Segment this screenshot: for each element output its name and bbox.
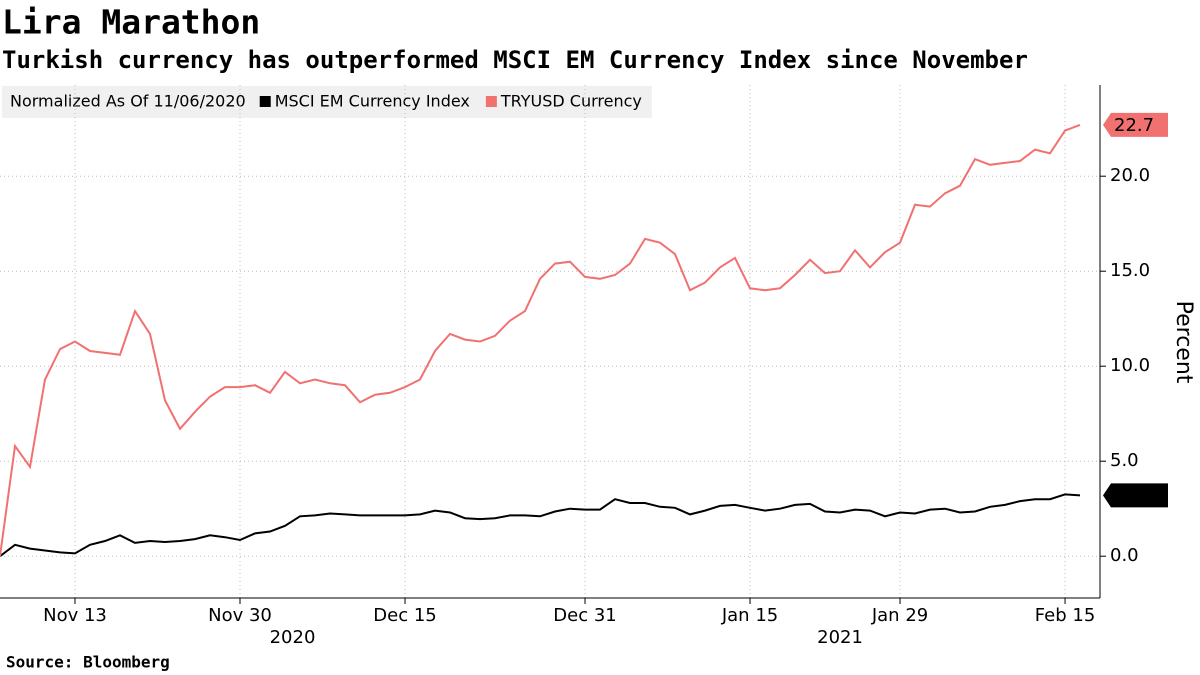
value-tag xyxy=(1103,483,1168,508)
y-tick-label: 5.0 xyxy=(1110,450,1139,471)
legend-title: Normalized As Of 11/06/2020 xyxy=(10,92,246,111)
y-tick-label: 10.0 xyxy=(1110,355,1150,376)
x-tick-label: Jan 15 xyxy=(721,605,778,626)
x-tick-label: Feb 15 xyxy=(1035,605,1096,626)
legend: Normalized As Of 11/06/2020 MSCI EM Curre… xyxy=(2,86,652,118)
x-tick-label: Dec 15 xyxy=(373,605,436,626)
x-tick-label: Dec 31 xyxy=(553,605,616,626)
chart-subtitle: Turkish currency has outperformed MSCI E… xyxy=(2,46,1028,74)
x-tick-label: Jan 29 xyxy=(871,605,928,626)
y-tick-label: 0.0 xyxy=(1110,545,1139,566)
legend-swatch xyxy=(485,96,497,107)
legend-swatch xyxy=(259,96,271,107)
year-label: 2021 xyxy=(817,627,863,648)
y-axis-label: Percent xyxy=(1171,301,1196,384)
y-tick-label: 15.0 xyxy=(1110,260,1150,281)
source: Source: Bloomberg xyxy=(6,653,170,672)
chart-title: Lira Marathon xyxy=(2,3,260,42)
value-label: 3.2 xyxy=(1114,485,1143,506)
line-series xyxy=(0,493,1081,557)
legend-label: TRYUSD Currency xyxy=(500,92,642,111)
year-label: 2020 xyxy=(270,627,316,648)
x-tick-label: Nov 13 xyxy=(43,605,107,626)
legend-label: MSCI EM Currency Index xyxy=(275,92,470,111)
x-tick-label: Nov 30 xyxy=(208,605,272,626)
y-tick-label: 20.0 xyxy=(1110,165,1150,186)
line-series xyxy=(0,123,1081,557)
legend-background xyxy=(2,86,652,118)
value-label: 22.7 xyxy=(1114,115,1154,136)
value-tag xyxy=(1103,112,1168,137)
